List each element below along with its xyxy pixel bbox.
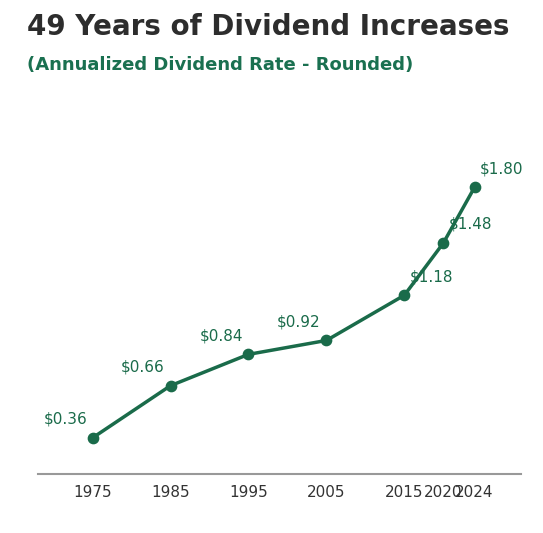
- Text: 49 Years of Dividend Increases: 49 Years of Dividend Increases: [27, 13, 510, 42]
- Text: $0.84: $0.84: [199, 328, 243, 343]
- Point: [88, 433, 97, 442]
- Point: [322, 336, 331, 345]
- Point: [439, 239, 447, 247]
- Text: $1.48: $1.48: [449, 217, 493, 232]
- Point: [166, 382, 175, 390]
- Point: [470, 183, 479, 192]
- Text: (Annualized Dividend Rate - Rounded): (Annualized Dividend Rate - Rounded): [27, 56, 413, 74]
- Point: [400, 291, 409, 300]
- Text: $1.80: $1.80: [480, 161, 523, 176]
- Text: $0.36: $0.36: [43, 411, 87, 427]
- Text: $0.92: $0.92: [277, 314, 321, 329]
- Text: $1.18: $1.18: [410, 269, 453, 284]
- Text: $0.66: $0.66: [121, 360, 165, 375]
- Point: [244, 350, 253, 359]
